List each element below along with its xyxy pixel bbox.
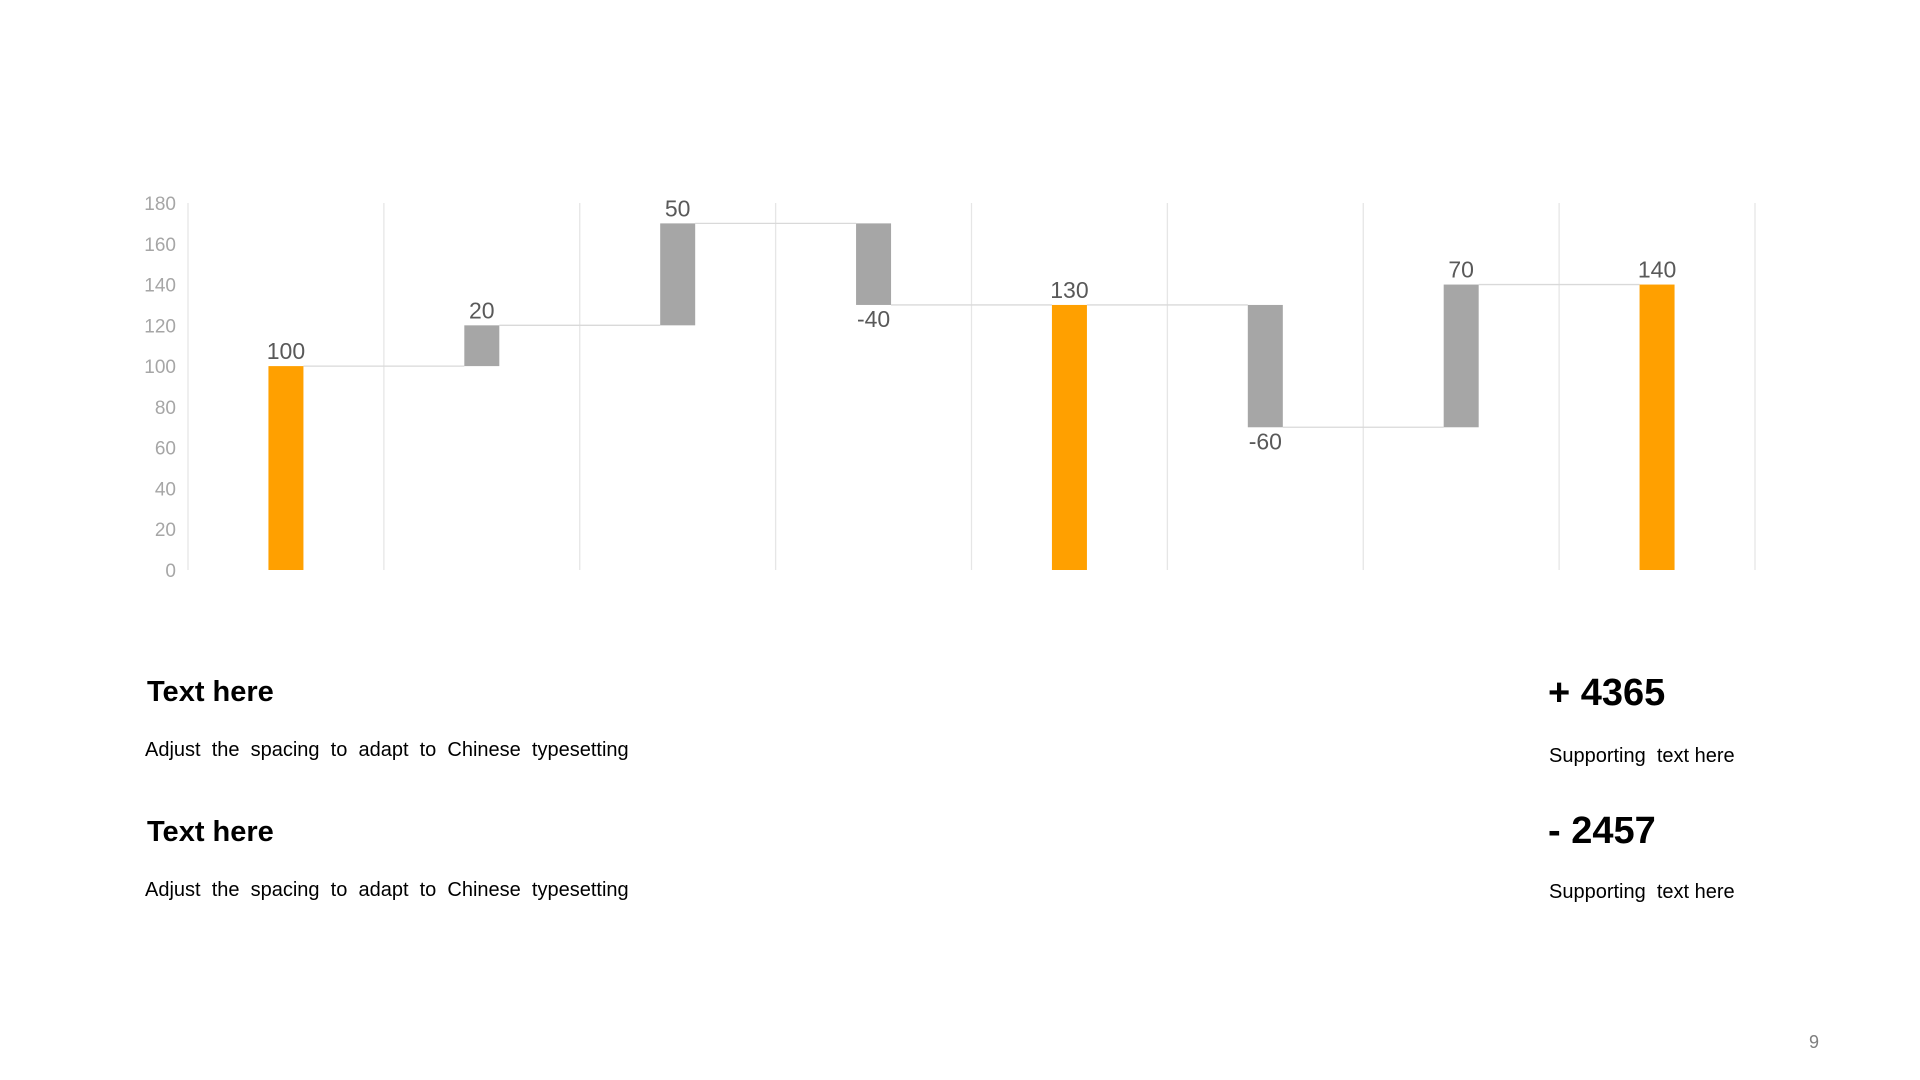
- y-tick-label: 100: [144, 357, 176, 378]
- data-label: 140: [1638, 257, 1676, 283]
- total-bar: [1051, 304, 1087, 570]
- data-label: 130: [1050, 277, 1088, 303]
- y-tick-label: 80: [155, 398, 176, 419]
- delta-bar: [1443, 284, 1479, 428]
- data-label: 50: [665, 195, 691, 221]
- y-tick-label: 160: [144, 235, 176, 256]
- total-bar: [268, 366, 304, 570]
- y-tick-label: 20: [155, 520, 176, 541]
- stat-2-value: - 2457: [1548, 810, 1656, 852]
- block-2-description: Adjust the spacing to adapt to Chinese t…: [145, 879, 629, 901]
- block-1-heading: Text here: [147, 676, 274, 708]
- y-tick-label: 60: [155, 439, 176, 460]
- y-tick-label: 0: [165, 561, 176, 582]
- y-tick-label: 120: [144, 316, 176, 337]
- block-1-description: Adjust the spacing to adapt to Chinese t…: [145, 739, 629, 761]
- y-tick-label: 40: [155, 479, 176, 500]
- data-label: 20: [469, 297, 495, 323]
- delta-bar: [1247, 304, 1283, 428]
- delta-bar: [464, 325, 500, 367]
- stat-1-value: + 4365: [1548, 672, 1666, 714]
- stat-1-caption: Supporting text here: [1549, 745, 1735, 767]
- stat-2-caption: Supporting text here: [1549, 881, 1735, 903]
- delta-bar: [660, 223, 696, 326]
- data-label: 70: [1448, 257, 1474, 283]
- data-label: 100: [267, 338, 305, 364]
- data-label: -60: [1249, 428, 1282, 454]
- block-2-heading: Text here: [147, 816, 274, 848]
- y-tick-label: 180: [144, 194, 176, 215]
- y-tick-label: 140: [144, 276, 176, 297]
- data-label: -40: [857, 306, 890, 332]
- page-number: 9: [1809, 1032, 1820, 1052]
- waterfall-chart: 0 20 40 60 80 100 120 140 160 180 100 20 50 -40 130 -60…: [144, 194, 1756, 582]
- delta-bar: [856, 223, 892, 305]
- total-bar: [1639, 284, 1675, 570]
